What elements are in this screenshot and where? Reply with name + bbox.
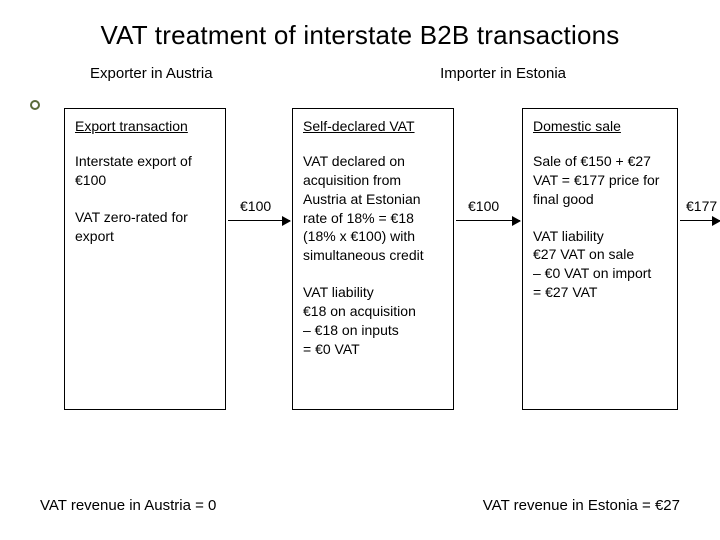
- entity-labels: Exporter in Austria Importer in Estonia: [24, 65, 696, 88]
- page-title: VAT treatment of interstate B2B transact…: [24, 20, 696, 51]
- domestic-body1: Sale of €150 + €27 VAT = €177 price for …: [533, 152, 667, 209]
- arrow3-label: €177: [686, 198, 717, 214]
- export-header: Export transaction: [75, 117, 215, 136]
- arrow3: [680, 220, 720, 221]
- selfdecl-body2: VAT liability €18 on acquisition – €18 o…: [303, 283, 443, 359]
- arrow2: [456, 220, 520, 221]
- export-box: Export transaction Interstate export of …: [64, 108, 226, 410]
- domestic-box: Domestic sale Sale of €150 + €27 VAT = €…: [522, 108, 678, 410]
- domestic-header: Domestic sale: [533, 117, 667, 136]
- export-body1: Interstate export of €100: [75, 152, 215, 190]
- diagram: Export transaction Interstate export of …: [24, 88, 696, 458]
- selfdecl-body1: VAT declared on acquisition from Austria…: [303, 152, 443, 265]
- domestic-body2: VAT liability €27 VAT on sale – €0 VAT o…: [533, 227, 667, 303]
- footer: VAT revenue in Austria = 0 VAT revenue i…: [40, 497, 680, 514]
- slide: VAT treatment of interstate B2B transact…: [0, 0, 720, 540]
- importer-label: Importer in Estonia: [440, 65, 566, 82]
- exporter-label: Exporter in Austria: [90, 65, 213, 82]
- footer-right: VAT revenue in Estonia = €27: [483, 497, 680, 514]
- selfdecl-box: Self-declared VAT VAT declared on acquis…: [292, 108, 454, 410]
- arrow1-label: €100: [240, 198, 271, 214]
- export-body2: VAT zero-rated for export: [75, 208, 215, 246]
- footer-left: VAT revenue in Austria = 0: [40, 497, 216, 514]
- arrow1: [228, 220, 290, 221]
- arrow2-label: €100: [468, 198, 499, 214]
- selfdecl-header: Self-declared VAT: [303, 117, 443, 136]
